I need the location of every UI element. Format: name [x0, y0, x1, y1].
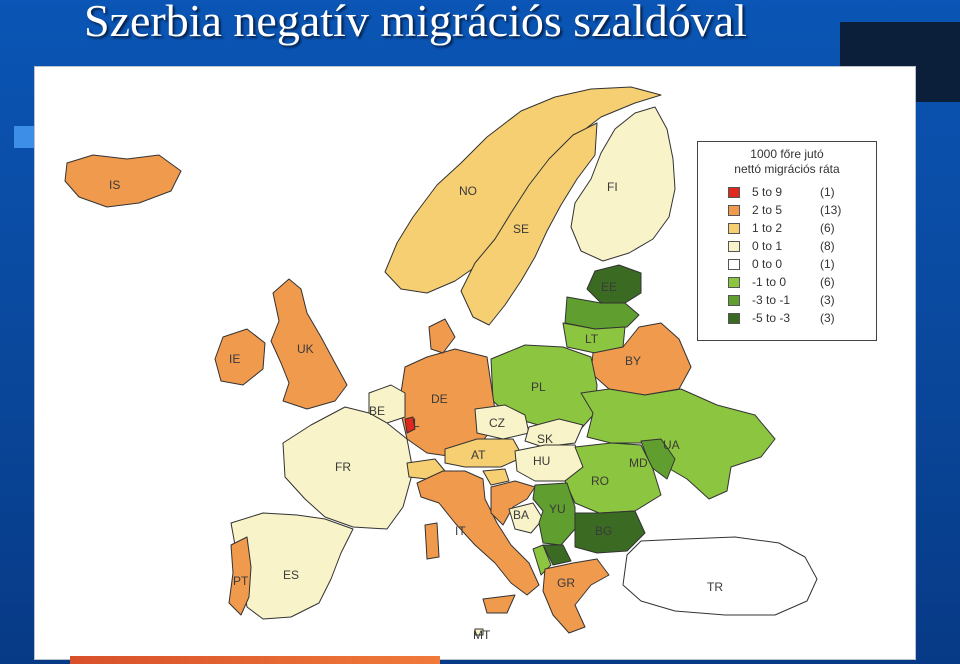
label-ua: UA: [663, 438, 680, 452]
label-ie: IE: [229, 352, 240, 366]
legend-row: -1 to 0 (6): [698, 273, 876, 291]
legend-count: (13): [820, 203, 842, 217]
legend-swatch: [728, 223, 740, 234]
legend-count: (3): [820, 293, 835, 307]
label-ro: RO: [591, 474, 609, 488]
legend-count: (8): [820, 239, 835, 253]
legend-title-line1: 1000 főre jutó: [750, 147, 824, 161]
label-gr: GR: [557, 576, 575, 590]
legend-swatch: [728, 313, 740, 324]
label-hu: HU: [533, 454, 550, 468]
legend-row: -3 to -1 (3): [698, 291, 876, 309]
country-ee: [586, 264, 642, 304]
label-it: IT: [455, 524, 466, 538]
label-at: AT: [471, 448, 486, 462]
label-cz: CZ: [489, 416, 505, 430]
legend-swatch: [728, 205, 740, 216]
label-by: BY: [625, 354, 641, 368]
label-lt: LT: [585, 332, 599, 346]
label-bg: BG: [595, 524, 612, 538]
legend-range: 0 to 0: [752, 257, 783, 271]
country-hr: [490, 480, 536, 526]
label-lu: L: [413, 416, 420, 430]
label-md: MD: [629, 456, 648, 470]
label-ee: EE: [601, 280, 617, 294]
europe-migration-map: IS NO SE FI EE LT BY PL DE BE CZ SK AT H…: [34, 66, 916, 660]
legend-rows: 5 to 9 (1) 2 to 5 (13) 1 to 2 (6) 0 to 1 (8) 0 t…: [698, 183, 876, 327]
legend-swatch: [728, 277, 740, 288]
country-fr: [282, 406, 414, 530]
country-it-sicily: [482, 594, 516, 614]
label-mt: MT: [473, 628, 491, 642]
legend-range: 0 to 1: [752, 239, 783, 253]
country-dk: [428, 318, 456, 354]
legend-range: 5 to 9: [752, 185, 783, 199]
legend-row: 0 to 0 (1): [698, 255, 876, 273]
legend-swatch: [728, 241, 740, 252]
label-no: NO: [459, 184, 477, 198]
country-uk: [270, 278, 348, 410]
country-al: [532, 544, 552, 576]
legend-swatch: [728, 187, 740, 198]
label-is: IS: [109, 178, 120, 192]
slide-title: Szerbia negatív migrációs szaldóval: [84, 0, 747, 46]
country-gr: [542, 558, 610, 634]
country-pt: [228, 536, 252, 616]
label-es: ES: [283, 568, 299, 582]
label-se: SE: [513, 222, 529, 236]
country-ba: [508, 502, 544, 534]
country-sk: [524, 418, 584, 448]
country-is: [64, 154, 182, 208]
legend-count: (6): [820, 275, 835, 289]
decorative-square: [14, 126, 36, 148]
map-legend: 1000 főre jutó nettó migrációs ráta 5 to…: [697, 141, 877, 341]
legend-row: 2 to 5 (13): [698, 201, 876, 219]
legend-count: (3): [820, 311, 835, 325]
country-bg: [574, 510, 646, 554]
country-tr: [622, 536, 818, 616]
decorative-orange-bar: [70, 656, 440, 664]
country-se: [460, 122, 598, 326]
country-it-sardinia: [424, 522, 440, 560]
legend-count: (6): [820, 221, 835, 235]
country-at: [444, 438, 524, 468]
label-fr: FR: [335, 460, 351, 474]
label-fi: FI: [607, 180, 618, 194]
country-it: [416, 470, 540, 596]
legend-swatch: [728, 259, 740, 270]
country-ie: [214, 328, 266, 386]
label-ba: BA: [513, 508, 529, 522]
label-be: BE: [369, 404, 385, 418]
legend-row: -5 to -3 (3): [698, 309, 876, 327]
country-yu: [532, 482, 576, 546]
country-si: [482, 468, 510, 486]
legend-range: 1 to 2: [752, 221, 783, 235]
legend-row: 0 to 1 (8): [698, 237, 876, 255]
label-de: DE: [431, 392, 448, 406]
legend-row: 5 to 9 (1): [698, 183, 876, 201]
country-fi: [570, 106, 676, 262]
legend-range: -5 to -3: [752, 311, 791, 325]
label-pt: PT: [233, 574, 249, 588]
country-by: [590, 322, 692, 396]
label-yu: YU: [549, 502, 566, 516]
legend-count: (1): [820, 257, 835, 271]
legend-range: 2 to 5: [752, 203, 783, 217]
label-tr: TR: [707, 580, 723, 594]
legend-swatch: [728, 295, 740, 306]
country-lu: [404, 416, 416, 434]
country-labels: IS NO SE FI EE LT BY PL DE BE CZ SK AT H…: [109, 178, 723, 642]
label-pl: PL: [531, 380, 546, 394]
label-sk: SK: [537, 432, 553, 446]
label-uk: UK: [297, 342, 314, 356]
map-svg: IS NO SE FI EE LT BY PL DE BE CZ SK AT H…: [64, 86, 818, 642]
legend-count: (1): [820, 185, 835, 199]
country-mk: [542, 544, 572, 566]
legend-title-line2: nettó migrációs ráta: [734, 162, 840, 176]
country-mt: [474, 628, 484, 636]
legend-range: -1 to 0: [752, 275, 787, 289]
legend-row: 1 to 2 (6): [698, 219, 876, 237]
legend-range: -3 to -1: [752, 293, 791, 307]
country-ua: [580, 388, 776, 500]
